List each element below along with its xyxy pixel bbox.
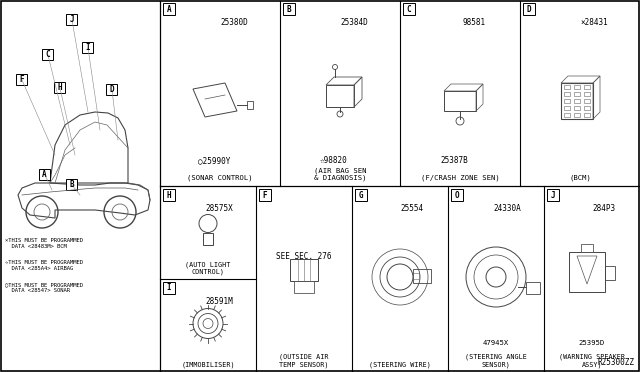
Bar xyxy=(259,189,271,201)
Bar xyxy=(526,282,540,294)
Bar xyxy=(106,84,117,95)
Text: 25384D: 25384D xyxy=(340,18,368,27)
Bar xyxy=(355,189,367,201)
Text: B: B xyxy=(287,4,291,13)
Bar xyxy=(574,99,580,103)
Bar xyxy=(574,85,580,89)
Text: O: O xyxy=(454,190,460,199)
Text: SEE SEC. 276: SEE SEC. 276 xyxy=(276,252,332,261)
Text: 25554: 25554 xyxy=(400,204,423,213)
Text: 25380D: 25380D xyxy=(221,18,248,27)
Text: C: C xyxy=(406,4,412,13)
Bar xyxy=(247,101,253,109)
Text: ×THIS MUST BE PROGRAMMED
  DATA <28483M> BCM: ×THIS MUST BE PROGRAMMED DATA <28483M> B… xyxy=(5,238,83,249)
Bar xyxy=(66,179,77,190)
Bar xyxy=(39,169,50,180)
Text: (AUTO LIGHT
CONTROL): (AUTO LIGHT CONTROL) xyxy=(186,261,230,275)
Bar xyxy=(42,49,53,60)
Bar xyxy=(413,273,419,279)
Text: ☆THIS MUST BE PROGRAMMED
  DATA <285A4> AIRBAG: ☆THIS MUST BE PROGRAMMED DATA <285A4> AI… xyxy=(5,260,83,271)
Bar xyxy=(584,85,590,89)
Bar xyxy=(16,74,27,85)
Bar xyxy=(581,244,593,252)
Bar xyxy=(564,99,570,103)
Bar xyxy=(584,92,590,96)
Text: 24330A: 24330A xyxy=(493,204,522,213)
Text: (AIR BAG SEN
& DIAGNOSIS): (AIR BAG SEN & DIAGNOSIS) xyxy=(314,167,366,181)
Text: (BCM): (BCM) xyxy=(569,174,591,181)
Text: 25387B: 25387B xyxy=(440,156,468,165)
Bar xyxy=(82,42,93,53)
Text: J: J xyxy=(69,15,74,24)
Text: G: G xyxy=(358,190,364,199)
Text: ☆98820: ☆98820 xyxy=(320,156,348,165)
Bar xyxy=(403,3,415,15)
Text: 28591M: 28591M xyxy=(205,297,234,306)
Text: F: F xyxy=(19,75,24,84)
Bar xyxy=(564,85,570,89)
Text: D: D xyxy=(527,4,531,13)
Text: 284P3: 284P3 xyxy=(592,204,615,213)
Text: R25300ZZ: R25300ZZ xyxy=(598,358,635,367)
Bar xyxy=(574,92,580,96)
Bar xyxy=(66,14,77,25)
Text: (F/CRASH ZONE SEN): (F/CRASH ZONE SEN) xyxy=(420,174,499,181)
Text: F: F xyxy=(262,190,268,199)
Bar xyxy=(561,83,593,119)
Text: (WARNING SPEAKER
ASSY): (WARNING SPEAKER ASSY) xyxy=(559,354,625,368)
Bar xyxy=(584,106,590,110)
Bar xyxy=(564,92,570,96)
Text: D: D xyxy=(109,85,114,94)
Bar xyxy=(584,99,590,103)
Text: H: H xyxy=(57,83,62,92)
Text: 25395D: 25395D xyxy=(579,340,605,346)
Bar xyxy=(294,281,314,293)
Bar xyxy=(564,106,570,110)
Bar xyxy=(326,85,354,107)
Bar xyxy=(163,189,175,201)
Bar xyxy=(451,189,463,201)
Bar xyxy=(163,3,175,15)
Bar xyxy=(413,269,431,283)
Text: I: I xyxy=(85,43,90,52)
Bar xyxy=(290,259,318,281)
Bar xyxy=(54,82,65,93)
Bar xyxy=(444,91,476,111)
Text: B: B xyxy=(69,180,74,189)
Text: (SONAR CONTROL): (SONAR CONTROL) xyxy=(187,174,253,181)
Bar xyxy=(584,113,590,117)
Text: I: I xyxy=(166,283,172,292)
Text: ○25990Y: ○25990Y xyxy=(198,156,230,165)
Text: 28575X: 28575X xyxy=(205,204,234,213)
Bar xyxy=(574,113,580,117)
Text: A: A xyxy=(42,170,47,179)
Text: ×28431: ×28431 xyxy=(580,18,608,27)
Text: (IMMOBILISER): (IMMOBILISER) xyxy=(181,362,235,368)
Text: (STEERING WIRE): (STEERING WIRE) xyxy=(369,362,431,368)
Bar xyxy=(523,3,535,15)
Text: 98581: 98581 xyxy=(463,18,486,27)
Text: H: H xyxy=(166,190,172,199)
Text: (STEERING ANGLE
SENSOR): (STEERING ANGLE SENSOR) xyxy=(465,354,527,368)
Bar xyxy=(203,232,213,244)
Bar xyxy=(605,266,615,280)
Bar xyxy=(569,252,605,292)
Text: A: A xyxy=(166,4,172,13)
Bar xyxy=(163,282,175,294)
Text: (OUTSIDE AIR
TEMP SENSOR): (OUTSIDE AIR TEMP SENSOR) xyxy=(279,354,329,368)
Text: C: C xyxy=(45,50,50,59)
Bar xyxy=(574,106,580,110)
Bar xyxy=(564,113,570,117)
Bar xyxy=(547,189,559,201)
Text: J: J xyxy=(550,190,556,199)
Text: 47945X: 47945X xyxy=(483,340,509,346)
Bar xyxy=(283,3,295,15)
Text: ○THIS MUST BE PROGRAMMED
  DATA <28547> SONAR: ○THIS MUST BE PROGRAMMED DATA <28547> SO… xyxy=(5,282,83,293)
